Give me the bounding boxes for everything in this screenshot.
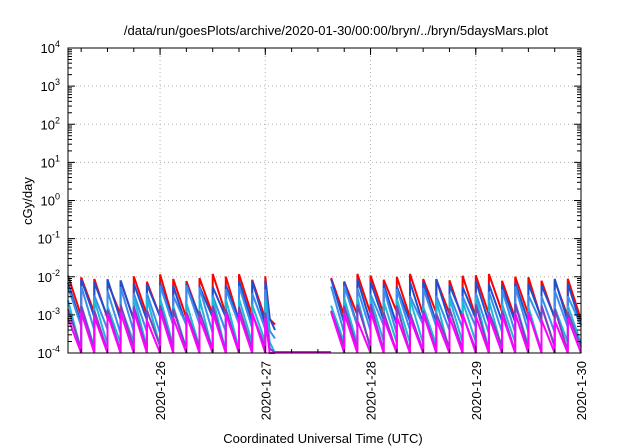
chart-title: /data/run/goesPlots/archive/2020-01-30/0… (124, 23, 549, 38)
y-tick-exponent: 3 (55, 77, 60, 87)
y-tick-label: 101 (41, 153, 60, 170)
x-tick-label: 2020-1-27 (258, 361, 273, 420)
y-tick-label: 10-4 (38, 344, 60, 361)
y-tick-exponent: 0 (55, 192, 60, 202)
series-segment (330, 278, 582, 327)
series-line (67, 310, 582, 354)
y-tick-exponent: -2 (52, 268, 60, 278)
x-tick-label: 2020-1-26 (153, 361, 168, 420)
y-tick-exponent: 4 (55, 39, 60, 49)
x-axis-label: Coordinated Universal Time (UTC) (223, 431, 422, 446)
y-tick-label: 102 (41, 115, 60, 132)
x-tick-label: 2020-1-30 (574, 361, 589, 420)
y-tick-base: 10 (38, 232, 52, 247)
y-tick-exponent: 1 (55, 153, 60, 163)
y-tick-exponent: -4 (52, 344, 60, 354)
series-segment (67, 310, 275, 354)
grid (68, 48, 581, 353)
series-segment (330, 310, 582, 354)
series-group (67, 273, 582, 354)
x-tick-label: 2020-1-29 (469, 361, 484, 420)
y-tick-exponent: -1 (52, 230, 60, 240)
y-tick-label: 10-2 (38, 268, 60, 285)
y-tick-label: 104 (41, 39, 60, 56)
y-tick-exponent: -3 (52, 306, 60, 316)
y-tick-base: 10 (41, 155, 55, 170)
y-tick-base: 10 (38, 308, 52, 323)
y-tick-base: 10 (38, 346, 52, 361)
y-tick-label: 100 (41, 192, 60, 209)
y-axis-label: cGy/day (20, 177, 35, 225)
y-tick-exponent: 2 (55, 115, 60, 125)
y-tick-base: 10 (41, 41, 55, 56)
y-tick-label: 10-3 (38, 306, 60, 323)
y-tick-base: 10 (41, 79, 55, 94)
y-tick-base: 10 (41, 194, 55, 209)
y-tick-label: 103 (41, 77, 60, 94)
y-tick-base: 10 (41, 117, 55, 132)
x-axis: 2020-1-26 2020-1-27 2020-1-28 2020-1-29 2020… (80, 48, 589, 420)
series-segment (330, 285, 582, 335)
y-tick-base: 10 (38, 270, 52, 285)
y-tick-label: 10-1 (38, 230, 60, 247)
x-tick-label: 2020-1-28 (364, 361, 379, 420)
